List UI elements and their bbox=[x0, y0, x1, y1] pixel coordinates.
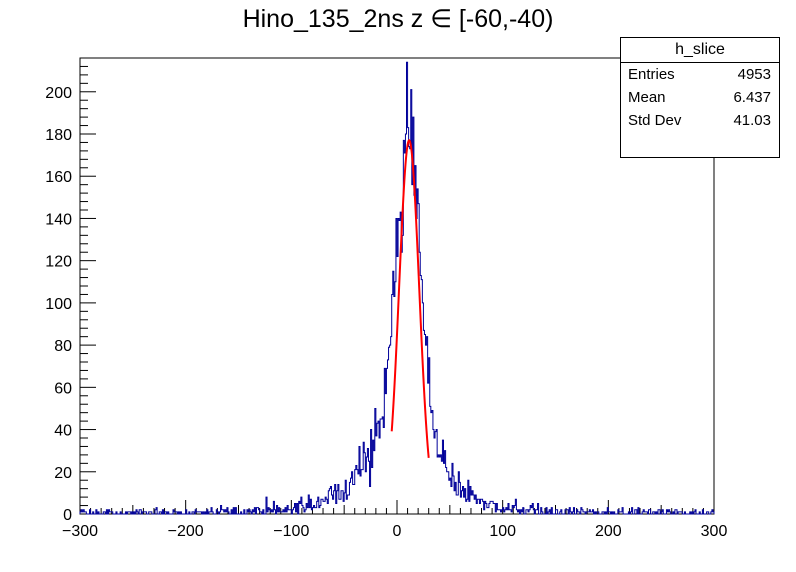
y-tick-label: 200 bbox=[45, 85, 72, 102]
y-tick-label: 140 bbox=[45, 211, 72, 228]
axis-ticks bbox=[79, 57, 715, 515]
gaussian-fit-curve bbox=[390, 138, 430, 458]
x-tick-label: −300 bbox=[62, 523, 98, 540]
stats-box: h_slice Entries 4953 Mean 6.437 Std Dev … bbox=[620, 37, 780, 158]
y-tick-label: 160 bbox=[45, 169, 72, 186]
x-tick-label: 300 bbox=[701, 523, 728, 540]
y-tick-label: 20 bbox=[54, 465, 72, 482]
stats-histogram-name: h_slice bbox=[621, 38, 779, 63]
axis-tick-labels: −300 −200 −100 0 100 200 300 0 20 40 60 80 100 120 140… bbox=[45, 85, 727, 540]
y-tick-label: 180 bbox=[45, 127, 72, 144]
chart-title: Hino_135_2ns z ∈ [-60,-40) bbox=[242, 5, 554, 33]
y-tick-label: 60 bbox=[54, 380, 72, 397]
stats-label: Mean bbox=[628, 89, 666, 106]
x-tick-label: 0 bbox=[393, 523, 402, 540]
stats-value: 6.437 bbox=[733, 89, 771, 106]
stats-row-stddev: Std Dev 41.03 bbox=[621, 109, 779, 132]
plot-frame bbox=[79, 57, 715, 515]
stats-row-entries: Entries 4953 bbox=[621, 63, 779, 86]
stats-value: 4953 bbox=[737, 66, 771, 83]
y-tick-label: 40 bbox=[54, 423, 72, 440]
stats-label: Entries bbox=[628, 66, 675, 83]
y-tick-label: 120 bbox=[45, 254, 72, 271]
x-tick-label: −100 bbox=[273, 523, 309, 540]
x-tick-label: 100 bbox=[489, 523, 516, 540]
histogram-series bbox=[79, 61, 715, 515]
stats-row-mean: Mean 6.437 bbox=[621, 86, 779, 109]
y-tick-label: 0 bbox=[63, 507, 72, 524]
stats-value: 41.03 bbox=[733, 112, 771, 129]
x-tick-label: −200 bbox=[168, 523, 204, 540]
x-tick-label: 200 bbox=[595, 523, 622, 540]
y-tick-label: 100 bbox=[45, 296, 72, 313]
y-tick-label: 80 bbox=[54, 338, 72, 355]
stats-label: Std Dev bbox=[628, 112, 682, 129]
